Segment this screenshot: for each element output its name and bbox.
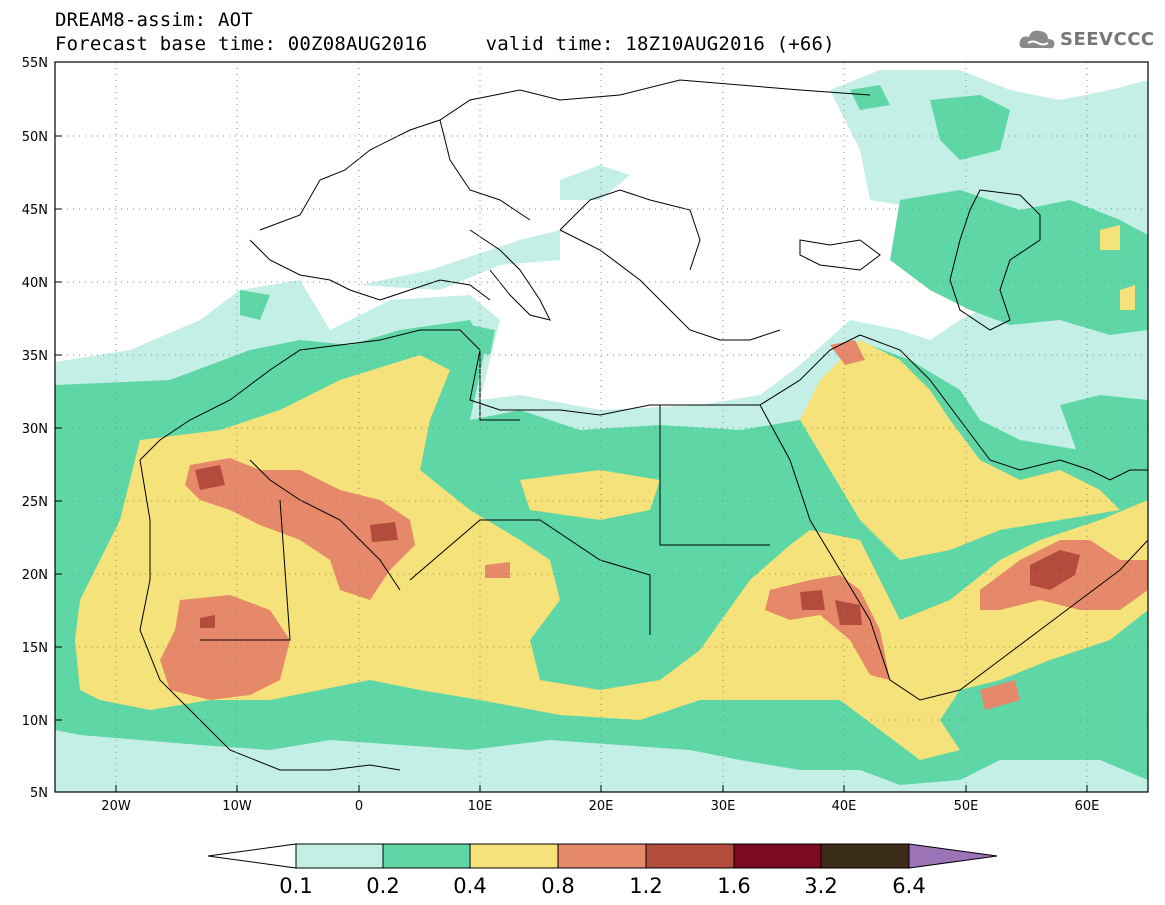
colorbar-label: 3.2: [804, 874, 837, 898]
graticule: [55, 62, 1148, 792]
chart-title-line2: Forecast base time: 00Z08AUG2016 valid t…: [55, 33, 835, 55]
colorbar-labels: 0.1 0.2 0.4 0.8 1.2 1.6 3.2 6.4: [279, 874, 925, 898]
lat-label: 15N: [22, 641, 48, 656]
colorbar-label: 0.4: [453, 874, 486, 898]
lon-label: 20W: [101, 799, 131, 814]
colorbar-swatch: [820, 843, 910, 869]
lon-label: 20E: [589, 799, 614, 814]
lat-label: 25N: [22, 495, 48, 510]
colorbar-low-arrow: [207, 843, 297, 869]
lat-label: 40N: [22, 276, 48, 291]
axis-ticks: [55, 61, 1088, 792]
colorbar-label: 1.2: [629, 874, 662, 898]
colorbar-label: 0.1: [279, 874, 312, 898]
latitude-labels: 55N 50N 45N 40N 35N 30N 25N 20N 15N 10N …: [22, 56, 48, 801]
lat-label: 10N: [22, 714, 48, 729]
lat-label: 5N: [30, 786, 48, 801]
colorbar: [207, 843, 998, 869]
seevccc-logo: SEEVCCC: [1018, 26, 1158, 54]
lat-label: 20N: [22, 568, 48, 583]
lon-label: 30E: [711, 799, 736, 814]
lon-label: 60E: [1075, 799, 1100, 814]
colorbar-label: 0.8: [541, 874, 574, 898]
aot-band-1.2: [195, 465, 1080, 628]
colorbar-high-arrow: [908, 843, 998, 869]
lat-label: 30N: [22, 422, 48, 437]
longitude-labels: 20W 10W 0 10E 20E 30E 40E 50E 60E: [101, 799, 1099, 814]
logo-text: SEEVCCC: [1060, 29, 1155, 50]
chart-title-line1: DREAM8-assim: AOT: [55, 9, 253, 31]
colorbar-swatch: [733, 843, 822, 869]
lon-label: 0: [355, 799, 363, 814]
lat-label: 55N: [22, 56, 48, 71]
colorbar-label: 0.2: [366, 874, 399, 898]
lat-label: 45N: [22, 203, 48, 218]
lon-label: 40E: [832, 799, 857, 814]
lat-label: 50N: [22, 130, 48, 145]
lat-label: 35N: [22, 349, 48, 364]
coastlines: [139, 79, 1148, 771]
colorbar-label: 1.6: [717, 874, 750, 898]
lon-label: 50E: [954, 799, 979, 814]
colorbar-swatch: [469, 843, 559, 869]
colorbar-swatch: [295, 843, 384, 869]
colorbar-swatch: [645, 843, 735, 869]
colorbar-label: 6.4: [892, 874, 925, 898]
lon-label: 10E: [468, 799, 493, 814]
colorbar-swatch: [382, 843, 471, 869]
colorbar-swatch: [557, 843, 647, 869]
cloud-icon: [1019, 30, 1055, 49]
aot-field: [55, 62, 1148, 792]
lon-label: 10W: [222, 799, 252, 814]
